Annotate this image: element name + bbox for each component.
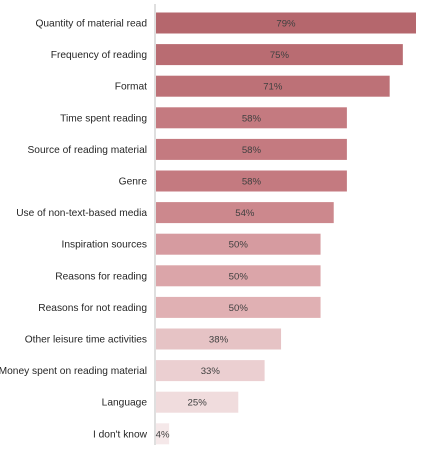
category-label: Format bbox=[115, 82, 147, 93]
category-label: Frequency of reading bbox=[51, 50, 148, 61]
data-label: 58% bbox=[242, 113, 262, 124]
bar bbox=[156, 391, 239, 413]
data-label: 50% bbox=[229, 303, 249, 314]
category-label: Reasons for not reading bbox=[38, 303, 147, 314]
bar bbox=[156, 170, 347, 192]
data-label: 58% bbox=[242, 177, 262, 188]
data-label: 71% bbox=[263, 82, 283, 93]
category-label: Use of non-text-based media bbox=[16, 208, 147, 219]
category-label: Time spent reading bbox=[60, 113, 147, 124]
category-label: I don't know bbox=[93, 429, 148, 440]
bar bbox=[156, 107, 347, 129]
data-label: 33% bbox=[201, 366, 221, 377]
data-label: 50% bbox=[229, 271, 249, 282]
bar bbox=[156, 360, 265, 382]
data-label: 38% bbox=[209, 335, 229, 346]
data-label: 25% bbox=[188, 398, 208, 409]
category-label: Reasons for reading bbox=[55, 271, 147, 282]
category-label: Money spent on reading material bbox=[0, 366, 147, 377]
bar bbox=[156, 44, 403, 66]
category-label: Source of reading material bbox=[28, 145, 147, 156]
data-label: 58% bbox=[242, 145, 262, 156]
category-label: Other leisure time activities bbox=[25, 335, 147, 346]
data-label: 50% bbox=[229, 240, 249, 251]
bar bbox=[156, 138, 347, 160]
category-label: Inspiration sources bbox=[61, 240, 147, 251]
data-label: 54% bbox=[235, 208, 255, 219]
category-label: Language bbox=[102, 398, 148, 409]
bar bbox=[156, 296, 321, 318]
bar bbox=[156, 202, 334, 224]
category-label: Genre bbox=[119, 177, 148, 188]
data-label: 4% bbox=[156, 429, 170, 440]
bar bbox=[156, 75, 390, 97]
category-label: Quantity of material read bbox=[35, 19, 147, 30]
bar bbox=[156, 328, 282, 350]
bar bbox=[156, 423, 170, 445]
bars-group: Quantity of material read 79% Frequency of… bbox=[0, 12, 416, 445]
bar bbox=[156, 233, 321, 255]
data-label: 79% bbox=[276, 19, 296, 30]
bar bbox=[156, 265, 321, 287]
bar bbox=[156, 12, 416, 34]
data-label: 75% bbox=[270, 50, 290, 61]
